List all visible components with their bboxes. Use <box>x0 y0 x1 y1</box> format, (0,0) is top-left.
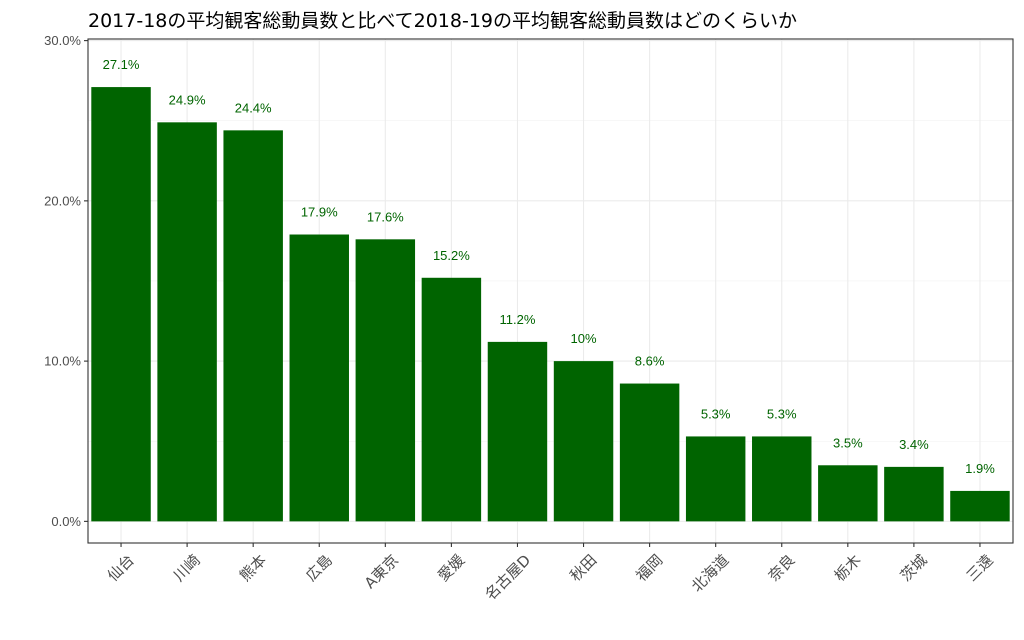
bar <box>619 383 680 522</box>
bar <box>487 341 548 522</box>
y-tick-label: 0.0% <box>51 514 81 529</box>
x-tick-label: 仙台 <box>104 551 138 585</box>
x-tick-label: 福岡 <box>632 551 666 585</box>
y-tick-label: 10.0% <box>44 354 81 369</box>
x-tick-label: 北海道 <box>688 551 733 596</box>
data-label: 27.1% <box>103 57 140 72</box>
x-tick-label: 茨城 <box>897 551 931 585</box>
data-label: 10% <box>571 331 597 346</box>
x-tick-label: 広島 <box>302 551 336 585</box>
bar <box>157 122 217 522</box>
data-label: 3.5% <box>833 435 863 450</box>
data-label: 24.4% <box>235 100 272 115</box>
chart-title: 2017-18の平均観客総動員数と比べて2018-19の平均観客総動員数はどのく… <box>88 10 798 32</box>
x-tick-label: 川崎 <box>170 551 204 585</box>
x-tick-label: 名古屋D <box>481 551 534 604</box>
x-tick-label: 秋田 <box>566 551 600 585</box>
bar <box>421 277 482 522</box>
x-tick-label: 栃木 <box>831 551 865 585</box>
bar <box>685 436 746 522</box>
data-label: 5.3% <box>767 406 797 421</box>
x-tick-label: 奈良 <box>765 551 799 585</box>
bar <box>553 361 614 522</box>
data-label: 11.2% <box>500 312 536 327</box>
data-label: 8.6% <box>635 354 665 369</box>
panel-border <box>87 38 1014 544</box>
data-label: 1.9% <box>965 461 995 476</box>
x-tick-label: A東京 <box>361 551 402 592</box>
bar <box>91 87 151 522</box>
y-tick-label: 20.0% <box>44 193 81 208</box>
bar <box>818 465 878 522</box>
data-label: 17.9% <box>301 205 338 220</box>
x-tick-label: 三遠 <box>963 551 997 585</box>
data-label: 17.6% <box>367 209 404 224</box>
y-tick-label: 30.0% <box>44 33 81 48</box>
data-label: 5.3% <box>701 406 731 421</box>
bar <box>289 234 349 522</box>
data-label: 24.9% <box>169 92 206 107</box>
bar <box>884 466 944 522</box>
bar <box>752 436 812 522</box>
x-tick-label: 愛媛 <box>434 551 468 585</box>
bar <box>223 130 283 522</box>
data-label: 3.4% <box>899 437 929 452</box>
bar <box>950 490 1010 522</box>
x-tick-label: 熊本 <box>236 551 270 585</box>
data-label: 15.2% <box>433 248 470 263</box>
bar <box>355 239 416 522</box>
